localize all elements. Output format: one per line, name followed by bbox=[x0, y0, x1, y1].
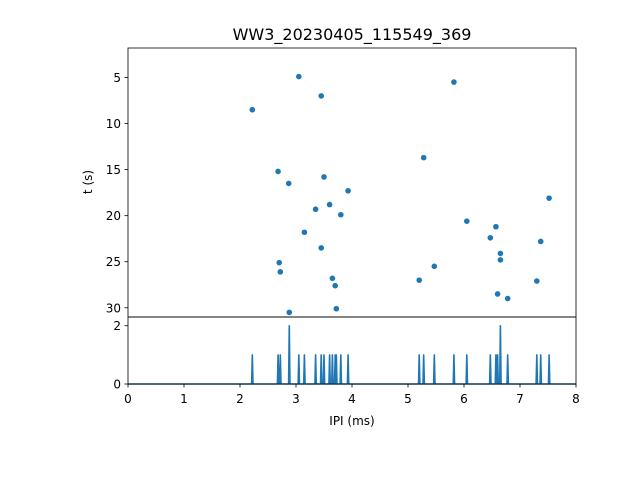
scatter-point bbox=[464, 218, 470, 224]
y-tick-label: 30 bbox=[106, 301, 121, 315]
scatter-point bbox=[451, 79, 457, 85]
scatter-point bbox=[312, 206, 319, 213]
x-tick-label: 8 bbox=[572, 392, 580, 406]
x-axis-label: IPI (ms) bbox=[329, 414, 374, 428]
scatter-point bbox=[326, 201, 333, 208]
scatter-point bbox=[338, 211, 344, 218]
scatter-point bbox=[493, 223, 499, 230]
scatter-point bbox=[416, 277, 423, 283]
scatter-point bbox=[420, 154, 427, 161]
scatter-point bbox=[285, 180, 292, 187]
scatter-point bbox=[318, 245, 325, 251]
scatter-point bbox=[286, 309, 293, 316]
y-axis-label: t (s) bbox=[81, 170, 95, 194]
histogram-frame bbox=[127, 316, 577, 385]
x-tick-label: 6 bbox=[460, 392, 468, 406]
histogram-line bbox=[128, 324, 576, 385]
x-tick-label: 4 bbox=[348, 392, 356, 406]
scatter-panel: 5 10 15 20 25 30 bbox=[106, 47, 577, 318]
scatter-point bbox=[296, 73, 302, 80]
scatter-point bbox=[276, 259, 283, 266]
scatter-point bbox=[332, 282, 339, 289]
scatter-point bbox=[497, 250, 504, 257]
y-tick-label: 0 bbox=[113, 378, 121, 392]
y-tick-label: 25 bbox=[106, 255, 121, 269]
scatter-frame bbox=[127, 47, 577, 318]
scatter-point bbox=[497, 257, 504, 263]
x-tick-label: 3 bbox=[292, 392, 300, 406]
x-tick-label: 0 bbox=[124, 392, 132, 406]
scatter-point bbox=[321, 174, 327, 180]
scatter-point bbox=[333, 305, 340, 312]
x-tick-label: 1 bbox=[180, 392, 188, 406]
chart-title: WW3_20230405_115549_369 bbox=[233, 25, 472, 45]
scatter-point bbox=[546, 195, 552, 201]
scatter-point bbox=[345, 187, 351, 194]
scatter-point bbox=[537, 238, 544, 245]
histogram-panel: 0 2 0 1 2 3 4 5 6 7 8 bbox=[113, 316, 580, 406]
scatter-point bbox=[318, 93, 325, 99]
x-tick-label: 2 bbox=[236, 392, 244, 406]
scatter-point bbox=[329, 275, 336, 282]
y-tick-label: 5 bbox=[113, 71, 121, 85]
scatter-point bbox=[534, 278, 540, 284]
scatter-point bbox=[275, 168, 281, 175]
scatter-point bbox=[431, 263, 438, 270]
y-tick-label: 20 bbox=[106, 209, 121, 223]
y-tick-label: 15 bbox=[106, 163, 121, 177]
y-tick-label: 10 bbox=[106, 117, 121, 131]
scatter-point bbox=[494, 291, 501, 297]
scatter-point bbox=[487, 234, 494, 241]
y-tick-label: 2 bbox=[113, 319, 121, 333]
scatter-point bbox=[249, 106, 256, 113]
scatter-point bbox=[277, 269, 284, 275]
x-tick-label: 5 bbox=[404, 392, 412, 406]
x-tick-label: 7 bbox=[516, 392, 524, 406]
scatter-point bbox=[504, 295, 511, 302]
scatter-point bbox=[301, 229, 308, 236]
